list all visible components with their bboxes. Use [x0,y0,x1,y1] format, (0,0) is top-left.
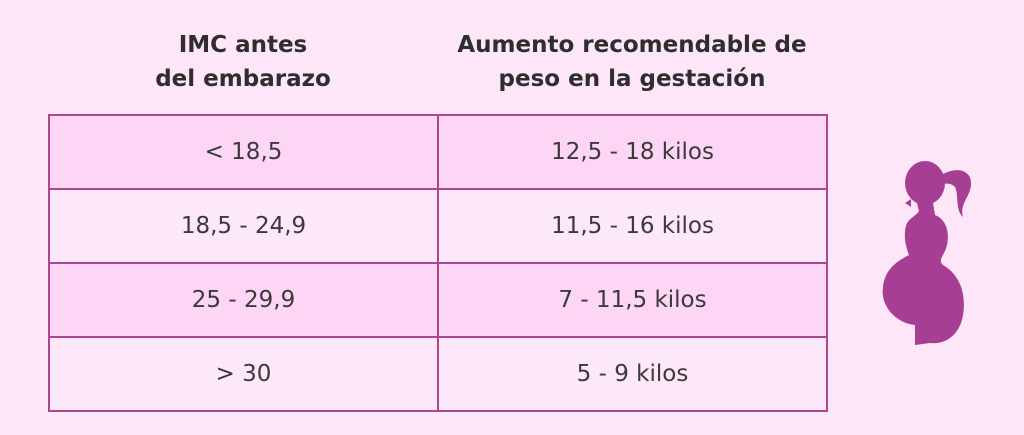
table-cell: < 18,5 [48,114,439,190]
header: IMC antes del embarazo [155,32,331,92]
table-cell: 7 - 11,5 kilos [437,262,828,338]
table-row: 25 - 29,9 7 - 11,5 kilos [48,262,828,338]
header: Aumento recomendable de peso en la gesta… [457,32,807,92]
table-row: > 30 5 - 9 kilos [48,336,828,412]
table-cell: 12,5 - 18 kilos [437,114,828,190]
table-row: < 18,5 12,5 - 18 kilos [48,114,828,190]
table-cell: > 30 [48,336,439,412]
table-cell: 25 - 29,9 [48,262,439,338]
table-cell: 18,5 - 24,9 [48,188,439,264]
table-cell: 5 - 9 kilos [437,336,828,412]
table: < 18,5 12,5 - 18 kilos 18,5 - 24,9 11,5 - 1… [48,114,828,412]
table-cell: 11,5 - 16 kilos [437,188,828,264]
pregnant-woman-icon [882,161,972,345]
table-row: 18,5 - 24,9 11,5 - 16 kilos [48,188,828,264]
